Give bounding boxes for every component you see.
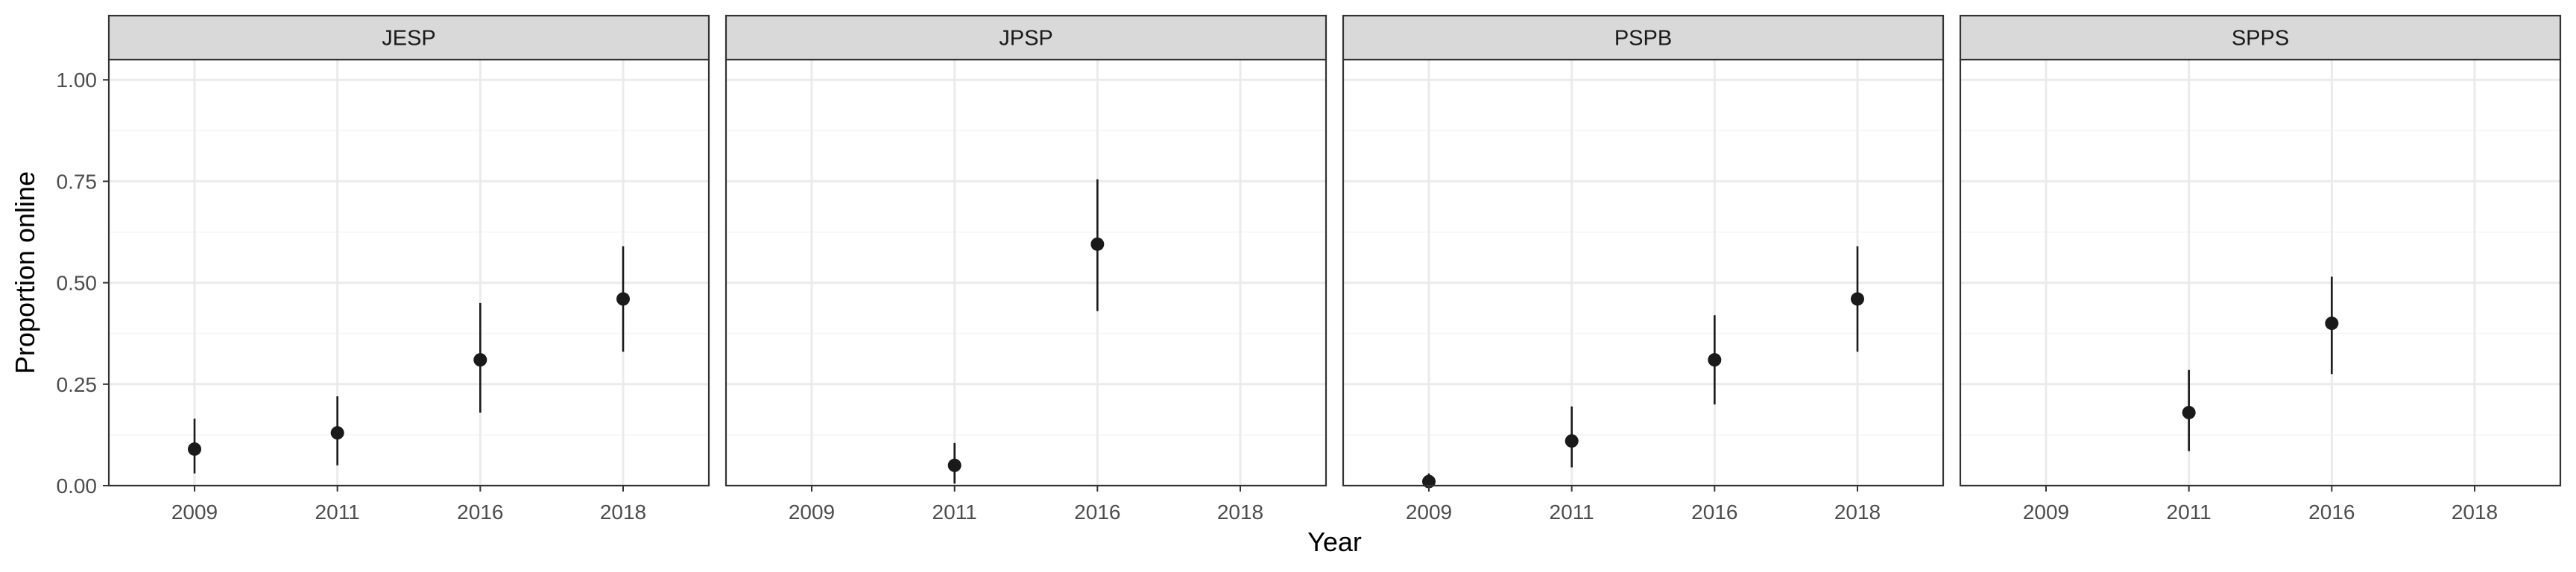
facet-strip xyxy=(724,14,1328,61)
data-point xyxy=(473,353,487,367)
facet-strip-label: PSPB xyxy=(1614,27,1672,51)
facet-strip xyxy=(1959,14,2562,61)
data-point xyxy=(1851,292,1864,306)
x-tick-label: 2018 xyxy=(1217,500,1263,524)
x-tick-label: 2009 xyxy=(2023,500,2069,524)
x-tick-label: 2018 xyxy=(1834,500,1881,524)
x-tick-label: 2016 xyxy=(1691,500,1737,524)
facet-strip-label: JPSP xyxy=(999,27,1053,51)
x-tick-label: 2011 xyxy=(932,500,977,524)
data-point xyxy=(330,426,344,440)
panel-background xyxy=(109,60,709,486)
facet-strip xyxy=(107,14,710,61)
y-tick-label: 0.00 xyxy=(57,474,98,498)
facet-strip-label: JESP xyxy=(382,27,436,51)
x-tick-label: 2018 xyxy=(600,500,646,524)
panel-background xyxy=(726,60,1326,486)
data-point xyxy=(1708,353,1722,367)
x-tick-label: 2011 xyxy=(2167,500,2212,524)
y-tick-label: 0.50 xyxy=(57,272,98,295)
data-point xyxy=(188,442,201,456)
data-point xyxy=(2325,317,2339,331)
x-tick-label: 2009 xyxy=(1406,500,1452,524)
x-tick-label: 2016 xyxy=(457,500,503,524)
data-point xyxy=(2182,405,2196,419)
x-tick-label: 2009 xyxy=(789,500,835,524)
y-tick-label: 0.25 xyxy=(57,373,98,396)
facet-strip xyxy=(1342,14,1945,61)
x-tick-label: 2016 xyxy=(2308,500,2355,524)
x-tick-label: 2009 xyxy=(171,500,218,524)
panel-background xyxy=(1343,60,1943,486)
data-point xyxy=(947,458,962,472)
data-point xyxy=(1565,434,1579,448)
data-point xyxy=(1090,237,1105,251)
x-tick-label: 2018 xyxy=(2452,500,2498,524)
data-point xyxy=(616,292,630,306)
facet-strip-label: SPPS xyxy=(2232,27,2289,51)
y-axis-title: Proportion online xyxy=(10,171,40,374)
x-tick-label: 2011 xyxy=(315,500,360,524)
x-tick-label: 2011 xyxy=(1550,500,1594,524)
x-tick-label: 2016 xyxy=(1074,500,1120,524)
y-tick-label: 1.00 xyxy=(57,69,98,92)
panel-background xyxy=(1960,60,2560,486)
y-tick-label: 0.75 xyxy=(57,170,98,193)
x-axis-title: Year xyxy=(1307,527,1362,557)
